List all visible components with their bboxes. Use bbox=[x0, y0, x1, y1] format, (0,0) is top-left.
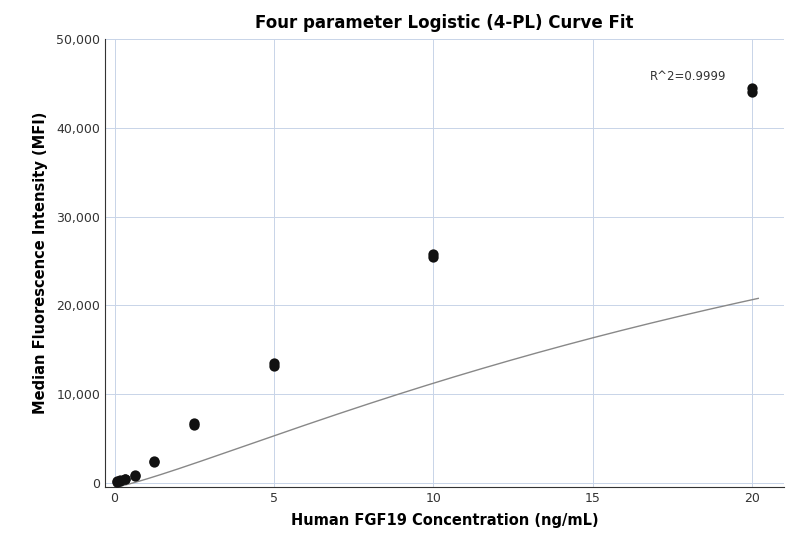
Point bbox=[111, 477, 124, 486]
Title: Four parameter Logistic (4-PL) Curve Fit: Four parameter Logistic (4-PL) Curve Fit bbox=[255, 14, 633, 32]
Point bbox=[427, 249, 440, 258]
Point bbox=[746, 88, 759, 97]
Point bbox=[148, 458, 161, 467]
Point bbox=[113, 476, 126, 485]
Point bbox=[113, 477, 126, 486]
Point bbox=[267, 361, 280, 370]
Point bbox=[267, 358, 280, 367]
Y-axis label: Median Fluorescence Intensity (MFI): Median Fluorescence Intensity (MFI) bbox=[33, 112, 48, 414]
Point bbox=[187, 419, 200, 428]
Point bbox=[118, 475, 131, 484]
Text: R^2=0.9999: R^2=0.9999 bbox=[650, 70, 726, 83]
X-axis label: Human FGF19 Concentration (ng/mL): Human FGF19 Concentration (ng/mL) bbox=[291, 514, 598, 529]
Point bbox=[148, 456, 161, 465]
Point bbox=[427, 252, 440, 261]
Point bbox=[128, 471, 141, 480]
Point bbox=[128, 471, 141, 480]
Point bbox=[187, 421, 200, 430]
Point bbox=[746, 83, 759, 92]
Point bbox=[118, 474, 131, 483]
Point bbox=[111, 477, 124, 486]
